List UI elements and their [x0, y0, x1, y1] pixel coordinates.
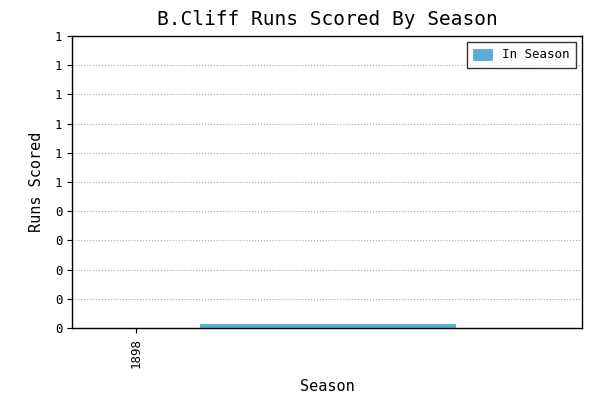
Bar: [199, 324, 455, 328]
X-axis label: Season: Season: [299, 379, 355, 394]
Legend: In Season: In Season: [467, 42, 576, 68]
Y-axis label: Runs Scored: Runs Scored: [29, 132, 44, 232]
Title: B.Cliff Runs Scored By Season: B.Cliff Runs Scored By Season: [157, 10, 497, 29]
